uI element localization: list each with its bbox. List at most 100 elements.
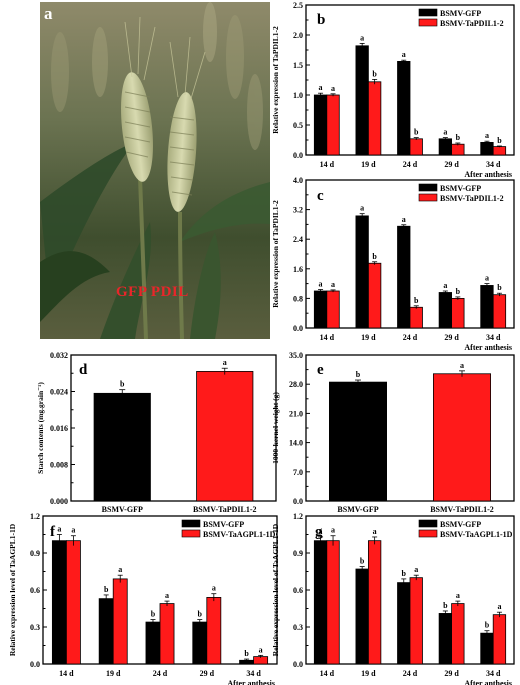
y-tick-label: 0.6	[293, 586, 303, 595]
legend-swatch	[418, 18, 438, 27]
wheat-photo: a GFP PDIL	[40, 2, 270, 339]
legend-swatch	[418, 529, 438, 538]
bar-bsmv-tapdil1-2	[367, 81, 382, 156]
legend-swatch	[418, 183, 438, 192]
bar-bsmv-tapdil1-2	[409, 138, 423, 156]
legend-swatch	[418, 8, 438, 17]
significance-letter: a	[118, 565, 122, 574]
y-tick-label: 0.0	[293, 497, 303, 506]
y-tick-label: 0.0	[293, 324, 303, 333]
significance-letter: a	[319, 527, 323, 536]
significance-letter: a	[485, 274, 489, 283]
significance-letter: a	[331, 84, 335, 93]
y-tick-label: 0.032	[50, 351, 68, 360]
significance-letter: a	[165, 591, 169, 600]
significance-letter: b	[456, 133, 461, 142]
bar-bsmv-gfp	[438, 138, 452, 156]
x-tick-label: 24 d	[403, 160, 418, 169]
wheat-photo-illustration	[40, 2, 270, 339]
panel-label-f: f	[50, 524, 56, 540]
bar-bsmv-gfp	[328, 381, 387, 502]
y-tick-label: 0.000	[50, 497, 68, 506]
y-tick-label: 0.9	[293, 549, 303, 558]
bar-bsmv-tapdil1-2	[492, 294, 507, 329]
legend-label: BSMV-GFP	[440, 9, 481, 18]
y-tick-label: 1.2	[30, 512, 40, 521]
y-tick-label: 1.6	[293, 265, 303, 274]
panel-label-b: b	[317, 12, 325, 28]
panel-label-a: a	[44, 4, 53, 23]
y-tick-label: 28.0	[289, 380, 303, 389]
bar-bsmv-gfp	[145, 621, 161, 665]
bar-bsmv-gfp	[397, 225, 411, 329]
x-tick-label: 24 d	[403, 669, 418, 678]
legend-label: BSMV-GFP	[203, 520, 244, 529]
significance-letter: a	[331, 280, 335, 289]
bar-bsmv-taagpl1-1d	[409, 577, 423, 665]
bar-bsmv-gfp	[355, 45, 369, 156]
panel-label-c: c	[317, 188, 324, 204]
bar-bsmv-tapdil1-2	[326, 290, 340, 329]
x-tick-label: 14 d	[320, 669, 335, 678]
y-tick-label: 2.0	[293, 31, 303, 40]
bar-bsmv-tapdil1-2	[196, 371, 254, 502]
bar-bsmv-gfp	[480, 285, 494, 329]
bar-bsmv-gfp	[438, 292, 452, 329]
legend-label: BSMV-TaPDIL1-2	[440, 19, 504, 28]
significance-letter: a	[402, 50, 406, 59]
chart-e: e 0.0 7.0 14.0 21.0 28.0 35.0 1000-kernel weigh…	[271, 351, 515, 514]
y-axis-label: Relative expression of TaPDIL1-2	[271, 200, 280, 308]
bar-bsmv-gfp	[313, 94, 328, 156]
y-axis-label: Relative expression of TaPDIL1-2	[271, 26, 280, 134]
bar-bsmv-tapdil1-2	[451, 143, 465, 156]
significance-letter: a	[443, 281, 447, 290]
significance-letter: b	[360, 557, 365, 566]
bar-bsmv-gfp	[480, 141, 494, 156]
significance-letter: a	[460, 361, 464, 370]
x-tick-label: 29 d	[200, 669, 215, 678]
panel-label-g: g	[315, 524, 323, 540]
significance-letter: b	[402, 569, 407, 578]
bar-bsmv-gfp	[313, 540, 328, 665]
bar-bsmv-taagpl1-1d	[206, 597, 222, 665]
y-tick-label: 1.5	[293, 61, 303, 70]
y-tick-label: 7.0	[293, 468, 303, 477]
bar-bsmv-gfp	[313, 290, 328, 329]
bar-bsmv-tapdil1-2	[492, 146, 507, 156]
significance-letter: a	[485, 131, 489, 140]
x-tick-label: 14 d	[59, 669, 74, 678]
y-tick-label: 0.008	[50, 461, 68, 470]
legend-label: BSMV-GFP	[440, 520, 481, 529]
y-tick-label: 2.5	[293, 1, 303, 10]
y-tick-label: 14.0	[289, 439, 303, 448]
significance-letter: a	[57, 525, 61, 534]
y-tick-label: 0.024	[50, 388, 68, 397]
x-tick-label: 34 d	[246, 669, 261, 678]
significance-letter: b	[372, 252, 377, 261]
y-tick-label: 3.2	[293, 206, 303, 215]
y-tick-label: 0.5	[293, 121, 303, 130]
y-axis-label: Starch contents (mg.grain⁻¹)	[36, 382, 45, 474]
x-tick-label: 29 d	[444, 669, 459, 678]
significance-letter: a	[71, 526, 75, 535]
bar-bsmv-gfp	[438, 613, 452, 665]
chart-c: c 0.0 0.8 1.6 2.4 3.2 4.0 Relative expression o…	[271, 176, 515, 352]
significance-letter: a	[443, 128, 447, 137]
legend-swatch	[418, 193, 438, 202]
significance-letter: b	[104, 585, 109, 594]
bar-bsmv-gfp	[51, 540, 67, 665]
y-tick-label: 0.6	[30, 586, 40, 595]
significance-letter: a	[319, 280, 323, 289]
legend-swatch	[418, 519, 438, 528]
y-tick-label: 1.2	[293, 512, 303, 521]
legend-label: BSMV-TaAGPL1-1D	[440, 530, 513, 539]
significance-letter: b	[151, 610, 156, 619]
chart-g: g 0.0 0.3 0.6 0.9 1.2 Relative expression leve…	[271, 512, 515, 685]
y-tick-label: 0.0	[30, 660, 40, 669]
significance-letter: b	[497, 283, 502, 292]
bar-bsmv-taagpl1-1d	[326, 540, 340, 665]
y-tick-label: 0.0	[293, 660, 303, 669]
significance-letter: a	[319, 83, 323, 92]
x-tick-label: 29 d	[444, 160, 459, 169]
x-tick-label: 34 d	[486, 160, 501, 169]
